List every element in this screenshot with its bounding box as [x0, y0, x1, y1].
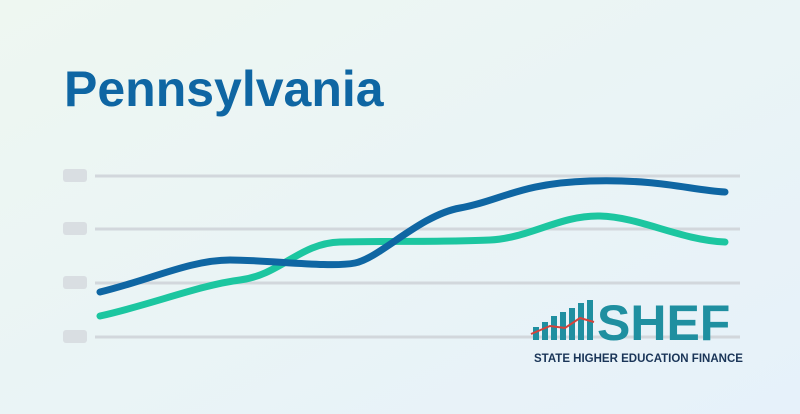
logo-bar [560, 312, 566, 340]
logo-bar [542, 322, 548, 340]
placeholder [63, 330, 87, 343]
title: Pennsylvania [64, 61, 385, 117]
placeholder [63, 276, 87, 289]
blue-line [96, 177, 729, 296]
teal-line [96, 212, 729, 320]
placeholder [63, 169, 87, 182]
logo-bar [551, 316, 557, 340]
placeholder [63, 222, 87, 235]
decorative-chart [63, 169, 740, 343]
logo-trend [530, 316, 595, 335]
tick-placeholders [63, 169, 87, 343]
logo-name: SHEF [597, 295, 730, 351]
logo-bar [578, 303, 584, 340]
logo-tagline: STATE HIGHER EDUCATION FINANCE [534, 353, 743, 365]
logo-bar [533, 327, 539, 340]
logo: SHEF STATE HIGHER EDUCATION FINANCE [530, 295, 743, 365]
